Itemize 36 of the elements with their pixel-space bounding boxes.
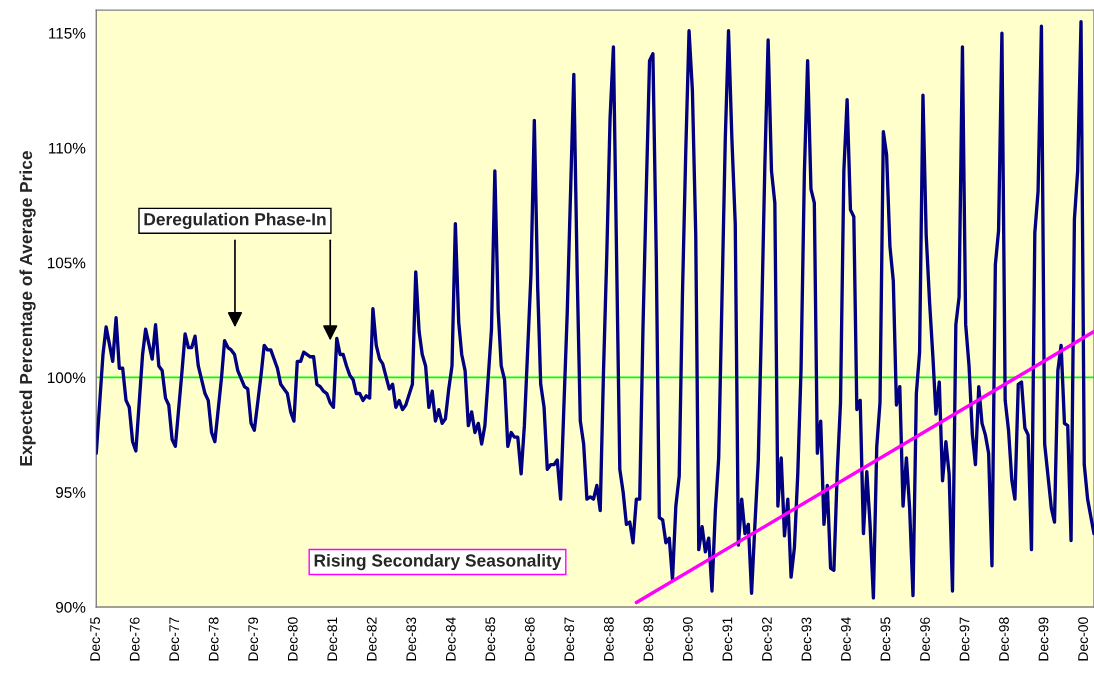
x-tick-label: Dec-79 [248, 617, 259, 661]
x-tick-label: Dec-89 [643, 617, 654, 661]
x-tick-label: Dec-82 [366, 617, 377, 661]
x-tick-label: Dec-86 [524, 617, 535, 661]
x-tick-label: Dec-96 [920, 617, 930, 661]
x-tick-label: Dec-92 [762, 617, 772, 661]
x-tick-label: Dec-97 [959, 617, 970, 661]
x-tick-label: Dec-76 [129, 617, 140, 661]
y-tick-label: 115% [49, 27, 86, 39]
y-axis-title: Expected Percentage of Average Price [19, 151, 36, 466]
x-tick-label: Dec-98 [999, 617, 1009, 661]
x-tick-label: Dec-93 [801, 617, 812, 661]
x-tick-label: Dec-77 [169, 617, 180, 661]
x-tick-label: Dec-78 [208, 617, 219, 661]
annotation: Rising Secondary Seasonality [314, 553, 562, 571]
x-tick-label: Dec-85 [485, 617, 496, 661]
x-tick-label: Dec-80 [287, 617, 298, 661]
x-tick-label: Dec-90 [682, 617, 693, 661]
line-series [96, 19, 1094, 600]
y-tick-label: 95% [55, 487, 86, 498]
x-tick-label: Dec-81 [327, 617, 338, 661]
x-tick-label: Dec-83 [406, 617, 417, 661]
x-tick-label: Dec-00 [1078, 617, 1088, 661]
x-tick-label: Dec-88 [603, 617, 614, 661]
x-tick-label: Dec-95 [880, 617, 891, 661]
x-tick-label: Dec-94 [841, 617, 851, 661]
y-tick-label: 105% [47, 257, 86, 269]
x-tick-label: Dec-99 [1038, 617, 1049, 661]
x-tick-label: Dec-84 [445, 617, 456, 661]
y-tick-label: 100% [47, 372, 86, 384]
x-tick-label: Dec-87 [564, 617, 575, 661]
x-tick-label: Dec-75 [90, 617, 100, 661]
y-tick-label: 90% [55, 601, 86, 613]
x-tick-label: Dec-91 [722, 617, 733, 661]
y-tick-label: 110% [49, 142, 86, 154]
annotation: Deregulation Phase-In [144, 212, 326, 229]
